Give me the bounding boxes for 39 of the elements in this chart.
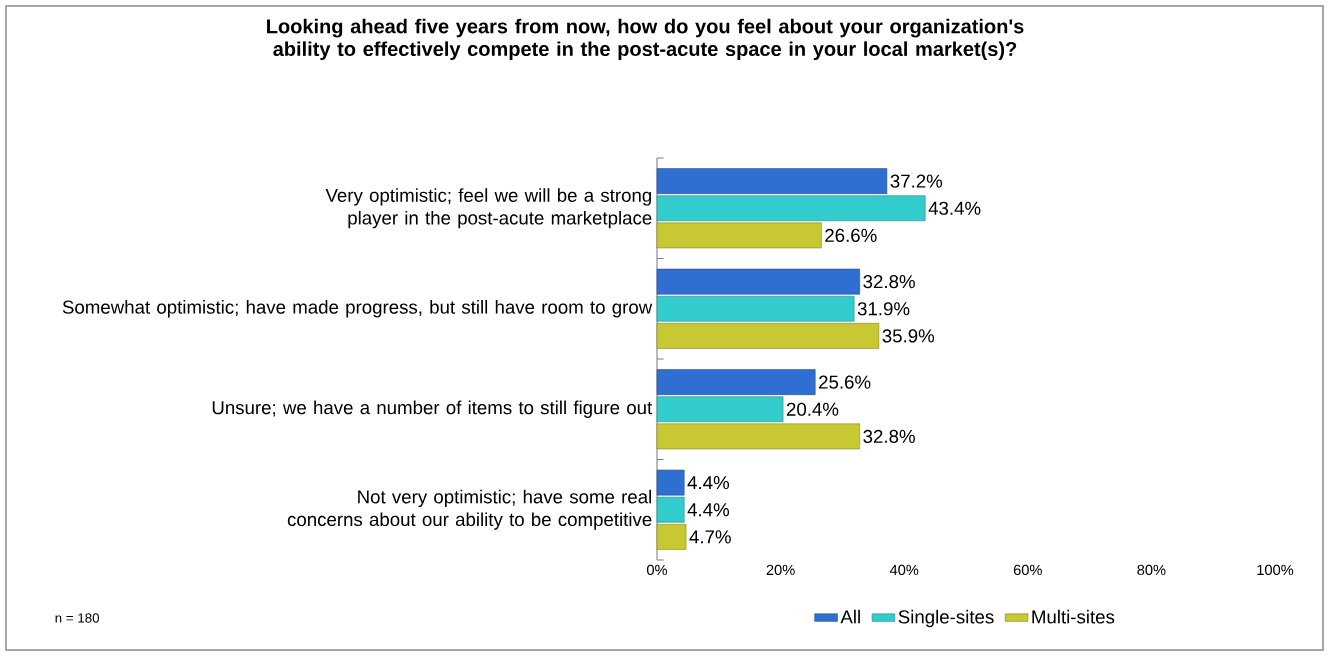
bar	[656, 295, 855, 322]
data-label: 20.4%	[786, 402, 839, 416]
data-label: 35.9%	[882, 329, 935, 343]
data-label: 31.9%	[857, 302, 910, 316]
legend-label: All	[840, 609, 860, 624]
y-tick-label: Not very optimistic; have some real concerns about our ability to be competitive	[287, 489, 652, 530]
x-tick-label: 0%	[646, 564, 668, 576]
y-tick-label: Very optimistic; feel we will be a strong player in the post-acute marketplace	[325, 188, 652, 229]
bar	[656, 268, 860, 295]
x-tick-label: 60%	[1013, 564, 1042, 576]
bar	[656, 168, 888, 194]
data-label: 4.7%	[689, 530, 731, 544]
bar	[656, 323, 880, 349]
data-label: 43.4%	[928, 201, 981, 215]
data-label: 26.6%	[825, 228, 877, 243]
bar	[656, 222, 822, 249]
bar	[656, 423, 860, 450]
data-label: 25.6%	[819, 375, 871, 389]
text: n = 180	[55, 613, 100, 623]
x-tick-label: 100%	[1257, 564, 1294, 576]
y-tick-label: Somewhat optimistic; have made progress, but still have room to grow	[62, 300, 653, 318]
data-label: 32.8%	[863, 275, 915, 289]
x-tick-label: 20%	[766, 564, 795, 576]
bar	[656, 496, 685, 523]
chart-title: Looking ahead five years from now, how do you feel about your organization's ability to effectively compete in the post-acute space in your local market(s)?	[267, 18, 1024, 61]
legend-label: Multi-sites	[1032, 609, 1115, 624]
bar	[656, 195, 926, 222]
bar	[656, 369, 816, 395]
data-label: 37.2%	[890, 174, 943, 188]
data-label: 4.4%	[687, 503, 730, 517]
bar	[656, 524, 687, 550]
bar	[656, 396, 784, 423]
bar	[656, 469, 685, 496]
x-tick-label: 80%	[1137, 564, 1166, 576]
data-label: 4.4%	[687, 476, 730, 490]
y-tick-label: Unsure; we have a number of items to still figure out	[212, 400, 653, 418]
x-tick-label: 40%	[889, 564, 919, 576]
legend-label: Single-sites	[898, 609, 994, 628]
data-label: 32.8%	[863, 429, 915, 444]
